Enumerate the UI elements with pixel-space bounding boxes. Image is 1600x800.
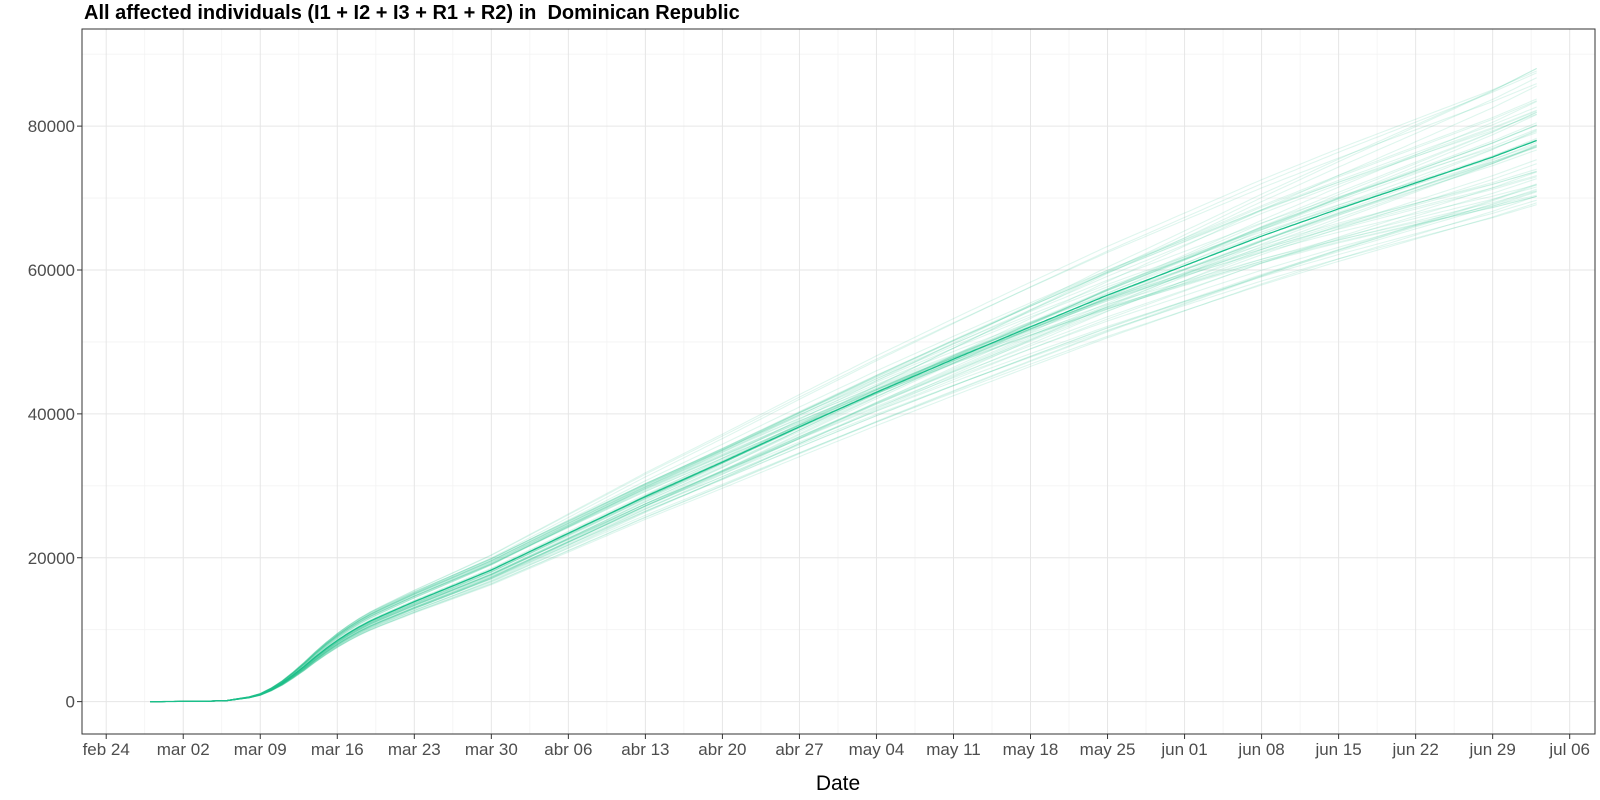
ensemble-line	[150, 83, 1537, 703]
ensemble-line	[150, 144, 1537, 703]
x-tick-label: may 25	[1080, 740, 1136, 759]
ensemble-line	[150, 144, 1537, 703]
ensemble-line	[150, 163, 1537, 703]
x-tick-label: jun 08	[1237, 740, 1284, 759]
plot-border	[81, 28, 1596, 735]
x-tick-label: mar 30	[465, 740, 518, 759]
ensemble-line	[150, 202, 1537, 703]
x-tick-label: abr 20	[698, 740, 746, 759]
ensemble-line	[150, 130, 1537, 703]
x-tick-label: jun 01	[1160, 740, 1207, 759]
ensemble-line	[150, 188, 1537, 703]
minor-gridlines	[82, 29, 1595, 734]
x-tick-label: may 04	[849, 740, 905, 759]
ensemble-line	[150, 183, 1537, 703]
y-tick-label: 0	[66, 693, 75, 712]
ensemble-line	[150, 100, 1537, 703]
ensemble-line	[150, 85, 1537, 703]
x-tick-label: jul 06	[1548, 740, 1590, 759]
ensemble-line	[150, 110, 1537, 703]
ensemble-line	[150, 190, 1537, 703]
x-tick-label: mar 16	[311, 740, 364, 759]
x-tick-label: abr 27	[775, 740, 823, 759]
ensemble-line	[150, 194, 1537, 703]
ensemble-line	[150, 68, 1537, 703]
ensemble-line	[150, 159, 1537, 703]
x-tick-label: mar 23	[388, 740, 441, 759]
x-tick-label: mar 02	[157, 740, 210, 759]
ensemble-line	[150, 144, 1537, 703]
ensemble-line	[150, 195, 1537, 703]
ensemble-line	[150, 137, 1537, 703]
ensemble-line	[150, 129, 1537, 703]
x-tick-label: jun 22	[1391, 740, 1438, 759]
ensemble-line	[150, 98, 1537, 703]
ensemble-line	[150, 77, 1537, 703]
x-tick-label: abr 13	[621, 740, 669, 759]
y-tick-label: 40000	[28, 405, 75, 424]
ensemble-line	[150, 195, 1537, 703]
ensemble-line	[150, 145, 1537, 703]
x-axis-title: Date	[816, 772, 860, 795]
ensemble-line	[150, 184, 1537, 703]
ensemble-line	[150, 184, 1537, 703]
y-tick-label: 60000	[28, 261, 75, 280]
y-axis-ticks: 0 20000 40000 60000 80000	[28, 117, 82, 712]
ensemble-line	[150, 109, 1537, 703]
plot-background	[82, 29, 1595, 734]
ensemble-line	[150, 170, 1537, 703]
ensemble-line	[150, 178, 1537, 703]
ensemble-line	[150, 111, 1537, 703]
ensemble-line	[150, 67, 1537, 703]
ensemble-line	[150, 195, 1537, 703]
ensemble-line	[150, 114, 1537, 703]
major-gridlines	[82, 29, 1595, 734]
ensemble-line	[150, 111, 1537, 703]
x-tick-label: mar 09	[234, 740, 287, 759]
ensemble-line	[150, 141, 1537, 703]
x-tick-label: jun 29	[1469, 740, 1516, 759]
x-tick-label: abr 06	[544, 740, 592, 759]
ensemble-line	[150, 146, 1537, 703]
ensemble-line	[150, 174, 1537, 703]
chart-title: All affected individuals (I1 + I2 + I3 +…	[84, 2, 740, 24]
ensemble-line	[150, 124, 1537, 703]
ensemble-line	[150, 171, 1537, 703]
ensemble-line	[150, 191, 1537, 703]
x-axis-ticks: feb 24 mar 02 mar 09 mar 16 mar 23 mar 30 abr …	[83, 734, 1590, 759]
ensemble-line	[150, 113, 1537, 703]
median-line	[150, 139, 1537, 703]
x-tick-label: feb 24	[83, 740, 130, 759]
ensemble-line	[150, 204, 1537, 703]
x-tick-label: may 18	[1003, 740, 1059, 759]
y-tick-label: 20000	[28, 549, 75, 568]
ensemble-line	[150, 171, 1537, 703]
ensemble-line	[150, 106, 1537, 703]
median-line-group	[150, 139, 1537, 703]
ensemble-line	[150, 70, 1537, 703]
ensemble-line	[150, 176, 1537, 703]
ensemble-line	[150, 72, 1537, 703]
ensemble-line	[150, 168, 1537, 703]
x-tick-label: may 11	[926, 740, 981, 759]
ensemble-line	[150, 101, 1537, 703]
ensemble-line	[150, 199, 1537, 703]
ensemble-line	[150, 132, 1537, 703]
x-tick-label: jun 15	[1314, 740, 1361, 759]
y-tick-label: 80000	[28, 117, 75, 136]
ensemble-line	[150, 138, 1537, 703]
